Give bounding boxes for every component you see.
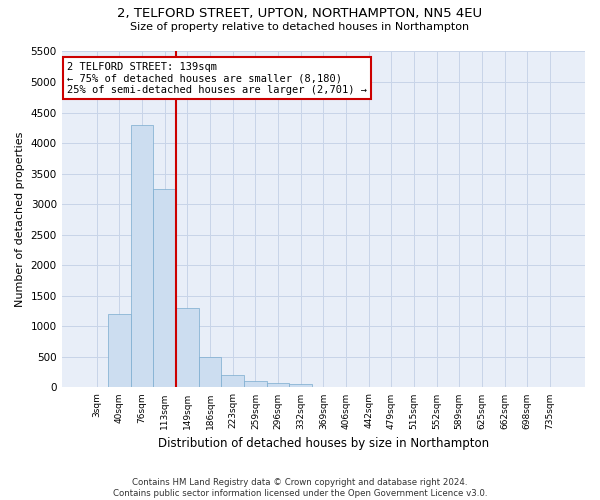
Bar — [289, 384, 312, 388]
Text: 2, TELFORD STREET, UPTON, NORTHAMPTON, NN5 4EU: 2, TELFORD STREET, UPTON, NORTHAMPTON, N… — [118, 8, 482, 20]
Text: 2 TELFORD STREET: 139sqm
← 75% of detached houses are smaller (8,180)
25% of sem: 2 TELFORD STREET: 139sqm ← 75% of detach… — [67, 62, 367, 95]
Y-axis label: Number of detached properties: Number of detached properties — [15, 132, 25, 307]
Bar — [312, 387, 335, 388]
Text: Size of property relative to detached houses in Northampton: Size of property relative to detached ho… — [130, 22, 470, 32]
Text: Contains HM Land Registry data © Crown copyright and database right 2024.
Contai: Contains HM Land Registry data © Crown c… — [113, 478, 487, 498]
Bar — [266, 383, 289, 388]
Bar — [244, 382, 266, 388]
Bar — [199, 357, 221, 388]
Bar — [131, 125, 154, 388]
Bar — [154, 189, 176, 388]
X-axis label: Distribution of detached houses by size in Northampton: Distribution of detached houses by size … — [158, 437, 489, 450]
Bar — [221, 375, 244, 388]
Bar — [108, 314, 131, 388]
Bar — [176, 308, 199, 388]
